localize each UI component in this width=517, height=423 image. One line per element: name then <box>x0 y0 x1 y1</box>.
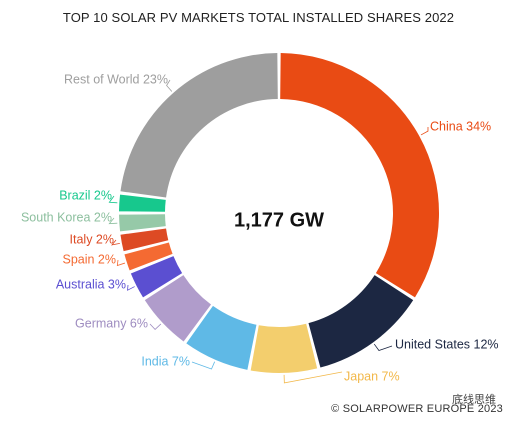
leader-line-brazil <box>108 195 118 204</box>
slice-label-italy: Italy 2% <box>70 232 114 246</box>
slice-labels-group: China 34% United States 12% Japan 7% India … <box>21 72 499 383</box>
slice-south-korea <box>119 214 166 232</box>
watermark: 底线思维 <box>452 394 496 406</box>
slice-label-china: China 34% <box>430 119 491 133</box>
leader-line-italy <box>111 239 120 246</box>
leader-line-spain <box>116 259 126 267</box>
slice-label-germany: Germany 6% <box>75 316 148 330</box>
slice-label-japan: Japan 7% <box>344 369 400 383</box>
center-total-label: 1,177 GW <box>234 209 324 231</box>
leader-line-south-korea <box>108 217 118 225</box>
slice-australia <box>130 256 183 298</box>
slice-spain <box>124 242 173 271</box>
leader-line-united-states <box>373 343 393 352</box>
leader-line-china <box>420 126 429 136</box>
slice-rest-of-world <box>120 53 278 198</box>
slice-label-india: India 7% <box>141 354 190 368</box>
slice-label-united-states: United States 12% <box>395 337 499 351</box>
slice-japan <box>250 323 318 373</box>
slice-brazil <box>119 194 166 212</box>
chart-title: TOP 10 SOLAR PV MARKETS TOTAL INSTALLED … <box>62 10 455 25</box>
slice-label-brazil: Brazil 2% <box>59 188 112 202</box>
leader-line-germany <box>149 323 162 330</box>
slice-united-states <box>308 275 414 368</box>
slice-china <box>280 53 440 298</box>
slice-label-australia: Australia 3% <box>56 277 126 291</box>
slice-label-spain: Spain 2% <box>62 252 116 266</box>
leader-line-india <box>191 361 216 370</box>
leader-line-australia <box>127 284 135 291</box>
slice-label-rest-of-world: Rest of World 23% <box>64 72 168 86</box>
leader-lines-group <box>108 79 429 384</box>
copyright: © SOLARPOWER EUROPE 2023 <box>331 403 503 415</box>
leader-line-japan <box>283 371 343 384</box>
leader-line-rest-of-world <box>166 79 173 92</box>
slice-germany <box>144 275 212 342</box>
slice-italy <box>120 228 169 252</box>
slices-group <box>119 53 440 373</box>
slice-india <box>186 305 257 370</box>
slice-label-south-korea: South Korea 2% <box>21 210 112 224</box>
